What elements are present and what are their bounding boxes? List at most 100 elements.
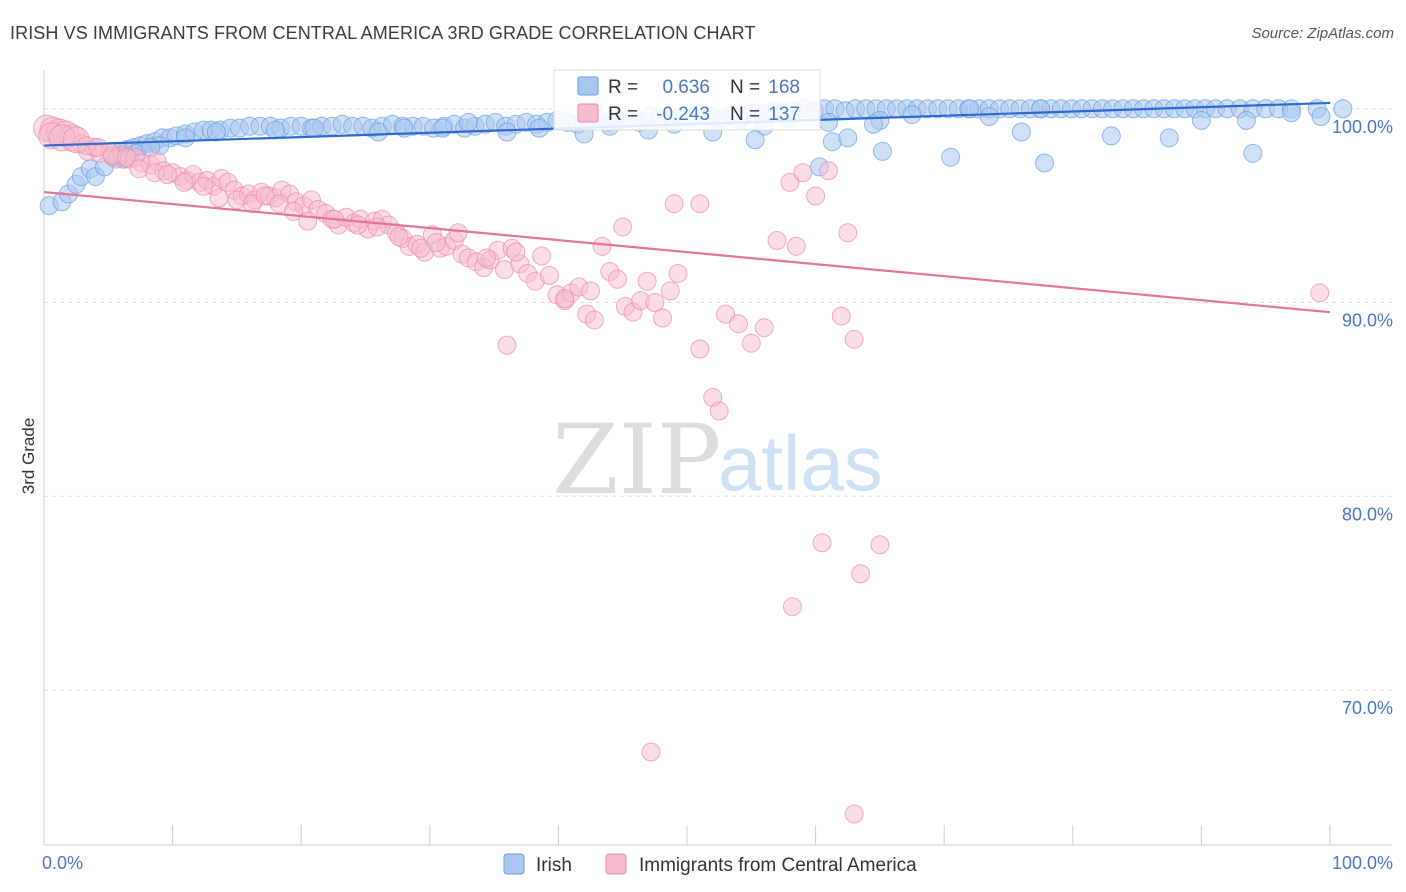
central-america-point-143 bbox=[641, 742, 661, 762]
central-america-point-109 bbox=[348, 215, 368, 235]
central-america-point-136 bbox=[664, 194, 684, 214]
irish-point-170 bbox=[1031, 99, 1051, 119]
central-america-point-114 bbox=[448, 223, 468, 243]
central-america-point-127 bbox=[767, 231, 787, 250]
central-america-point-130 bbox=[793, 163, 813, 183]
central-america-point-84 bbox=[637, 271, 657, 291]
irish-point-140 bbox=[304, 118, 324, 138]
y-tick-labels: 70.0% 80.0% 90.0% 100.0% bbox=[1332, 117, 1393, 718]
central-america-point-116 bbox=[506, 242, 526, 262]
irish-point-157 bbox=[1011, 122, 1031, 142]
irish-point-171 bbox=[960, 99, 980, 119]
central-america-point-134 bbox=[838, 223, 858, 243]
central-america-point-139 bbox=[812, 533, 832, 553]
irish-point-128 bbox=[265, 120, 285, 140]
central-america-point-71 bbox=[539, 265, 559, 285]
central-america-point-95 bbox=[116, 147, 136, 167]
central-america-point-100 bbox=[193, 176, 213, 196]
y-tick-label-1: 80.0% bbox=[1342, 504, 1393, 524]
irish-point-165 bbox=[1191, 110, 1211, 130]
irish-point-160 bbox=[838, 128, 858, 148]
central-america-point-80 bbox=[608, 269, 628, 289]
central-america-point-142 bbox=[782, 597, 802, 617]
central-america-point-141 bbox=[851, 564, 871, 584]
irish-point-129 bbox=[368, 122, 388, 142]
irish-point-153 bbox=[745, 130, 765, 150]
central-america-point-131 bbox=[806, 186, 826, 206]
irish-point-142 bbox=[458, 112, 478, 132]
watermark: ZIP atlas bbox=[552, 404, 883, 516]
irish-point-164 bbox=[1159, 128, 1179, 148]
central-america-point-113 bbox=[426, 232, 446, 252]
irish-point-163 bbox=[1101, 126, 1121, 146]
central-america-point-99 bbox=[174, 172, 194, 192]
central-america-point-133 bbox=[831, 306, 851, 326]
legend-label-central-america: Immigrants from Central America bbox=[639, 855, 917, 876]
central-america-point-111 bbox=[389, 227, 409, 247]
irish-point-167 bbox=[1243, 143, 1263, 163]
central-america-point-117 bbox=[555, 289, 575, 309]
stats-n-central-america: 137 bbox=[768, 104, 800, 125]
irish-point-168 bbox=[1281, 103, 1301, 123]
central-america-point-126 bbox=[754, 318, 774, 338]
irish-point-172 bbox=[902, 105, 922, 125]
central-america-trend-line bbox=[43, 190, 1331, 314]
central-america-point-129 bbox=[780, 172, 800, 192]
watermark-zip: ZIP bbox=[552, 404, 721, 516]
irish-point-158 bbox=[1035, 153, 1055, 173]
y-tick-label-3: 100.0% bbox=[1332, 117, 1393, 137]
stats-n-label-irish: N = bbox=[730, 77, 760, 98]
legend-swatch-irish bbox=[503, 853, 525, 875]
stats-n-label-central-america: N = bbox=[730, 104, 760, 125]
stats-swatch-irish bbox=[577, 76, 599, 96]
x-tick-label-1: 100.0% bbox=[1332, 853, 1393, 873]
stats-box: R = 0.636 N = 168 R = -0.243 N = 137 bbox=[553, 69, 821, 131]
irish-point-169 bbox=[1311, 107, 1331, 126]
irish-point-166 bbox=[1236, 110, 1256, 130]
stats-r-label-central-america: R = bbox=[608, 104, 638, 125]
central-america-point-70 bbox=[532, 246, 552, 266]
irish-point-131 bbox=[497, 122, 517, 142]
central-america-point-107 bbox=[298, 211, 318, 231]
central-america-point-125 bbox=[741, 333, 761, 353]
central-america-point-138 bbox=[613, 217, 633, 237]
x-tick-labels: 0.0% 100.0% bbox=[42, 853, 1393, 873]
irish-point-139 bbox=[206, 122, 226, 142]
irish-point-156 bbox=[941, 147, 961, 167]
irish-point-155 bbox=[872, 141, 892, 161]
central-america-point-115 bbox=[476, 248, 496, 268]
central-america-point-120 bbox=[690, 339, 710, 359]
central-america-point-145 bbox=[1310, 283, 1330, 303]
central-america-point-98 bbox=[157, 165, 177, 185]
central-america-point-110 bbox=[367, 217, 387, 237]
x-tick-label-0: 0.0% bbox=[42, 853, 83, 873]
legend: Irish Immigrants from Central America bbox=[503, 853, 917, 876]
central-america-point-88 bbox=[668, 263, 688, 283]
irish-point-127 bbox=[1333, 99, 1353, 119]
central-america-point-118 bbox=[581, 281, 601, 301]
central-america-point-87 bbox=[660, 281, 680, 301]
grid-lines bbox=[44, 108, 1392, 691]
watermark-atlas: atlas bbox=[718, 419, 883, 507]
central-america-point-144 bbox=[844, 804, 864, 824]
axes bbox=[43, 70, 1392, 846]
legend-label-irish: Irish bbox=[536, 855, 572, 876]
chart-title: IRISH VS IMMIGRANTS FROM CENTRAL AMERICA… bbox=[10, 23, 756, 43]
y-tick-label-0: 70.0% bbox=[1342, 698, 1393, 718]
central-america-point-78 bbox=[592, 236, 612, 256]
irish-point-162 bbox=[979, 107, 999, 126]
y-tick-label-2: 90.0% bbox=[1342, 311, 1393, 331]
stats-r-irish: 0.636 bbox=[662, 77, 710, 98]
central-america-point-128 bbox=[786, 236, 806, 256]
irish-point-130 bbox=[433, 118, 453, 138]
central-america-point-86 bbox=[653, 308, 673, 328]
irish-point-138 bbox=[175, 128, 195, 148]
central-america-point-85 bbox=[645, 293, 665, 312]
central-america-point-140 bbox=[870, 535, 890, 555]
y-axis-label: 3rd Grade bbox=[19, 418, 38, 495]
central-america-point-77 bbox=[584, 310, 604, 330]
central-america-point-123 bbox=[716, 304, 736, 324]
central-america-point-124 bbox=[728, 314, 748, 334]
stats-swatch-central-america bbox=[577, 103, 599, 123]
central-america-point-137 bbox=[690, 194, 710, 214]
